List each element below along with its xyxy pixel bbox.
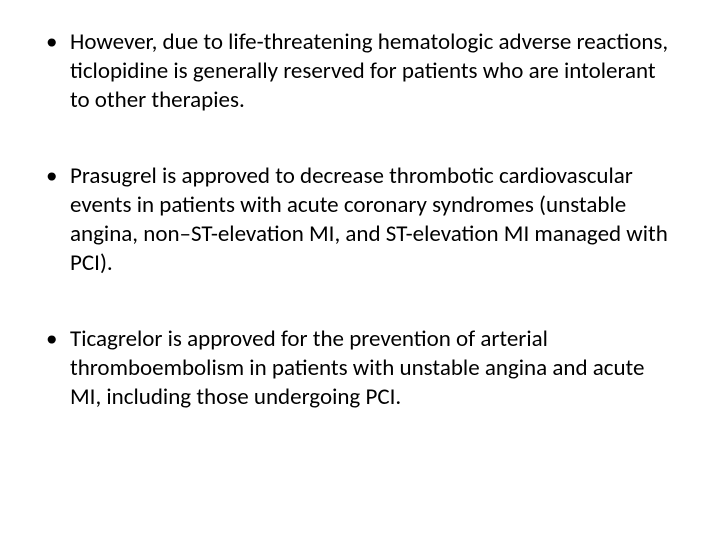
bullet-list: However, due to life-threatening hematol… (40, 28, 680, 412)
list-item: Prasugrel is approved to decrease thromb… (40, 162, 680, 277)
list-item: However, due to life-threatening hematol… (40, 28, 680, 114)
list-item: Ticagrelor is approved for the preventio… (40, 325, 680, 411)
bullet-text: Ticagrelor is approved for the preventio… (70, 325, 644, 411)
bullet-text: However, due to life-threatening hematol… (70, 28, 668, 114)
bullet-text: Prasugrel is approved to decrease thromb… (70, 162, 668, 276)
